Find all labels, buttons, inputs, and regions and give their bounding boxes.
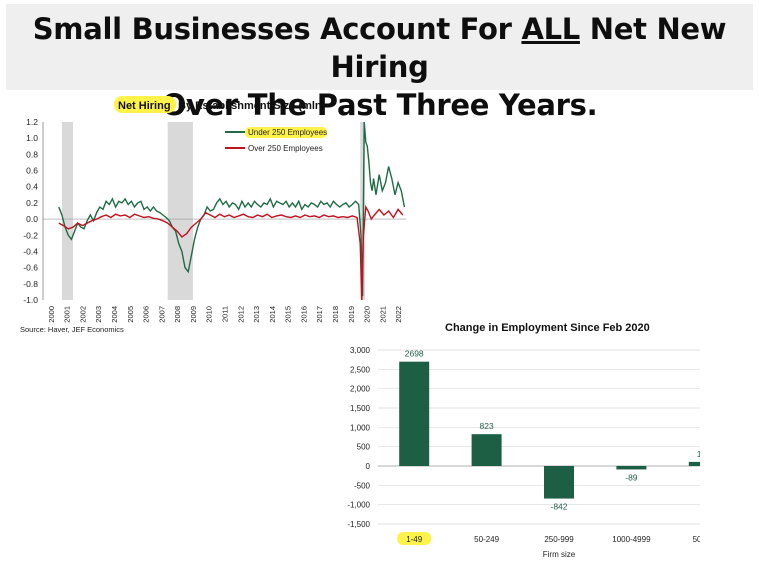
headline-emphasis: ALL — [521, 12, 580, 46]
y-tick-label: -0.6 — [23, 263, 38, 273]
y-tick-label: 3,000 — [350, 346, 371, 355]
source-note: Source: Haver, JEF Economics — [20, 325, 124, 334]
x-tick-label: 2009 — [189, 306, 198, 323]
x-category-label: 250-999 — [544, 535, 574, 544]
x-tick-label: 2001 — [63, 306, 72, 323]
y-tick-label: -0.2 — [23, 230, 38, 240]
y-tick-label: 2,500 — [350, 365, 371, 374]
recession-band-2 — [360, 122, 365, 300]
y-tick-label: 0.6 — [26, 166, 38, 176]
y-tick-label: -0.4 — [23, 246, 38, 256]
y-tick-label: -1,000 — [347, 501, 370, 510]
x-category-label: 1000-4999 — [612, 535, 651, 544]
x-tick-label: 2013 — [252, 306, 261, 323]
x-tick-label: 2018 — [331, 306, 340, 323]
y-tick-label: 0.2 — [26, 198, 38, 208]
legend-highlight-mark — [245, 127, 327, 138]
chart-title-rest: By Establishment Size (mln) — [178, 100, 326, 112]
bar-value-label: -89 — [625, 472, 638, 482]
y-tick-label: -0.8 — [23, 279, 38, 289]
y-tick-label: 500 — [357, 443, 371, 452]
headline-text-after: Net New Hiring — [330, 12, 727, 84]
x-tick-label: 2019 — [347, 306, 356, 323]
x-tick-label: 2015 — [284, 306, 293, 323]
bar-value-label: -842 — [550, 502, 567, 512]
y-tick-label: -1.0 — [23, 295, 38, 305]
bar-1-49 — [399, 361, 430, 466]
x-tick-label: 2002 — [78, 306, 87, 323]
headline-line-1: Small Businesses Account For ALL Net New… — [6, 4, 753, 86]
y-tick-label: -1,500 — [347, 520, 370, 529]
x-tick-label: 2010 — [205, 306, 214, 323]
x-tick-label: 2021 — [378, 306, 387, 323]
x-category-label: 1-49 — [406, 535, 423, 544]
legend-label: Under 250 Employees — [248, 128, 327, 137]
legend-label: Over 250 Employees — [248, 144, 323, 153]
employment-change-bar-chart: Change in Employment Since Feb 2020 3,000… — [347, 322, 700, 559]
recession-band-1 — [167, 122, 193, 300]
headline-banner: Small Businesses Account For ALL Net New… — [6, 4, 753, 122]
bar-50-249 — [471, 434, 502, 466]
series-line-under-250 — [58, 121, 406, 297]
x-tick-label: 2005 — [126, 306, 135, 323]
y-tick-label: 1.0 — [26, 133, 38, 143]
headline-line-2: Over The Past Three Years. — [161, 88, 598, 122]
bar-value-label: 823 — [480, 421, 494, 431]
y-tick-label: 1,500 — [350, 404, 371, 413]
x-tick-label: 2017 — [315, 306, 324, 323]
x-tick-label: 2011 — [221, 306, 230, 322]
y-tick-label: 0.4 — [26, 182, 38, 192]
series-line-over-250 — [58, 204, 404, 301]
y-tick-label: 0.8 — [26, 149, 38, 159]
chart-title-highlighted: Net Hiring — [118, 100, 171, 112]
x-tick-label: 2014 — [268, 306, 277, 323]
headline-text-before: Small Businesses Account For — [32, 12, 522, 46]
title-highlight-mark — [114, 96, 176, 113]
bar-1000-4999 — [616, 466, 647, 470]
x-tick-label: 2007 — [157, 306, 166, 323]
x-tick-label: 2008 — [173, 306, 182, 323]
bar-5000+ — [688, 461, 700, 466]
bar-value-label: 2698 — [405, 349, 424, 359]
x-tick-label: 2000 — [47, 306, 56, 323]
recession-band-0 — [61, 122, 73, 300]
x-tick-label: 2016 — [299, 306, 308, 323]
bar-value-label: 106 — [697, 449, 700, 459]
x-category-label: 50-249 — [474, 535, 499, 544]
y-tick-label: 0 — [366, 462, 371, 471]
y-tick-label: 1.2 — [26, 117, 38, 127]
x-tick-label: 2004 — [110, 306, 119, 323]
category-highlight-mark — [397, 532, 432, 545]
x-tick-label: 2012 — [236, 306, 245, 323]
y-tick-label: 2,000 — [350, 385, 371, 394]
bar-250-999 — [544, 466, 574, 499]
chart-title: Change in Employment Since Feb 2020 — [445, 322, 650, 334]
y-tick-label: 0.0 — [26, 214, 38, 224]
y-tick-label: -500 — [354, 481, 371, 490]
x-tick-label: 2022 — [394, 306, 403, 323]
x-axis-title: Firm size — [543, 550, 576, 559]
x-tick-label: 2006 — [142, 306, 151, 323]
x-tick-label: 2003 — [94, 306, 103, 323]
y-tick-label: 1,000 — [350, 423, 371, 432]
net-hiring-line-chart: Net Hiring By Establishment Size (mln) 1.… — [20, 96, 406, 334]
x-tick-label: 2020 — [363, 306, 372, 323]
